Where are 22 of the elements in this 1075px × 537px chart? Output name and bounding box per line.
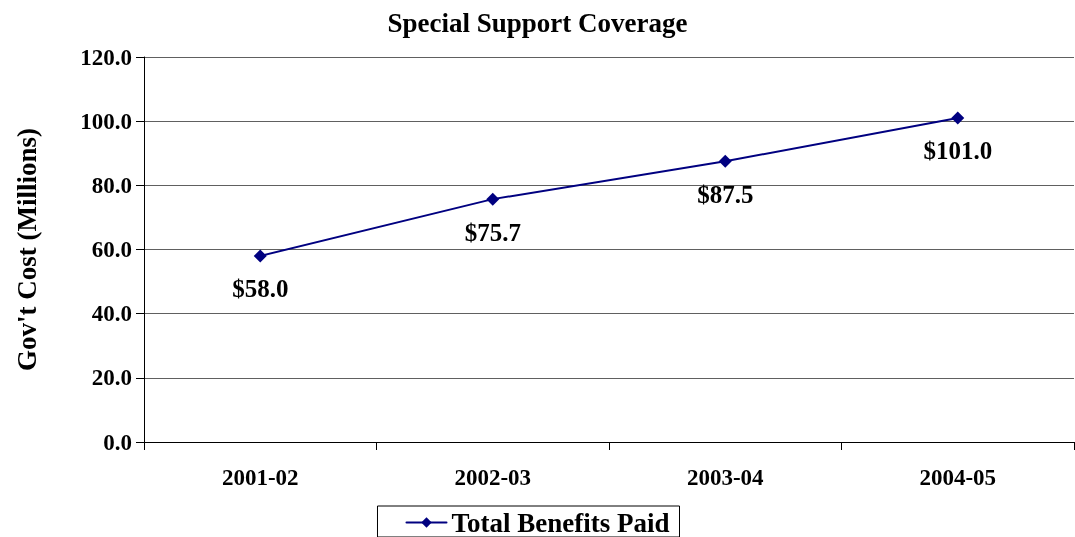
x-tick-label: 2004-05: [919, 465, 997, 490]
data-label: $101.0: [923, 137, 993, 165]
legend-label: Total Benefits Paid: [451, 507, 670, 537]
data-label: $87.5: [697, 180, 754, 208]
point: [718, 154, 732, 168]
x-tick-label: 2002-03: [454, 465, 532, 490]
y-tick-label: 60.0: [91, 237, 132, 262]
y-axis-title: Gov't Cost (Millions): [11, 128, 42, 371]
y-tick-label: 40.0: [91, 301, 132, 327]
y-tick-label: 120.0: [80, 44, 132, 70]
point: [486, 192, 500, 206]
point: [951, 111, 965, 125]
chart-title: Special Support Coverage: [387, 7, 688, 38]
point: [253, 249, 267, 263]
data-label: $58.0: [232, 275, 289, 303]
y-tick-label: 0.0: [103, 429, 132, 455]
x-tick-label: 2001-02: [221, 465, 299, 490]
data-label: $75.7: [464, 218, 521, 246]
y-tick-label: 100.0: [80, 108, 132, 134]
y-tick-label: 80.0: [91, 172, 132, 198]
x-tick-label: 2003-04: [686, 465, 765, 490]
y-tick-label: 20.0: [91, 365, 132, 391]
